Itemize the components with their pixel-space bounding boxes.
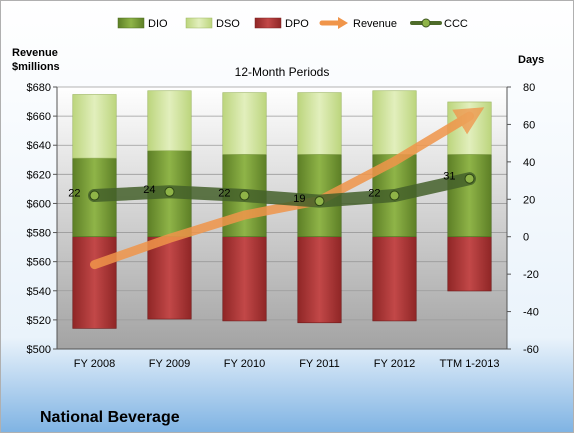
x-tick-label: TTM 1-2013 [440, 358, 500, 370]
ccc-layer: 22 24 22 19 22 31 [68, 171, 476, 208]
left-axis-label-line2: $millions [12, 61, 60, 73]
left-tick-label: $540 [27, 286, 51, 298]
bar-dso [372, 90, 417, 155]
x-tick-label: FY 2009 [149, 358, 190, 370]
left-tick-label: $600 [27, 198, 51, 210]
left-axis-label-line1: Revenue [12, 47, 58, 59]
right-tick-label: 40 [523, 157, 535, 169]
ccc-data-label: 19 [293, 193, 305, 205]
legend: DIO DSO DPO Revenue CCC [117, 17, 468, 30]
legend-item-dio: DIO [117, 17, 168, 30]
x-tick-label: FY 2008 [74, 358, 115, 370]
left-tick-label: $680 [27, 82, 51, 94]
left-tick-label: $580 [27, 228, 51, 240]
right-tick-label: 60 [523, 119, 535, 131]
bar-dso [72, 94, 117, 159]
ccc-data-label: 22 [218, 188, 230, 200]
revenue-line [90, 107, 485, 270]
right-tick-label: 0 [523, 232, 529, 244]
legend-swatch-dio [117, 17, 145, 29]
ccc-point [464, 173, 475, 184]
legend-label-dpo: DPO [285, 18, 309, 30]
ccc-data-label: 22 [368, 188, 380, 200]
left-tick-label: $640 [27, 140, 51, 152]
bar-dso [147, 90, 192, 151]
revenue-layer [90, 107, 485, 270]
legend-item-dpo: DPO [254, 17, 309, 30]
x-tick-label: FY 2010 [224, 358, 265, 370]
x-axis: FY 2008 FY 2009 FY 2010 FY 2011 FY 2012 TTM 1… [57, 348, 507, 370]
bar-dpo [147, 236, 192, 320]
ccc-point [239, 190, 250, 201]
right-tick-label: 20 [523, 194, 535, 206]
ccc-point [314, 196, 325, 207]
company-name: National Beverage [40, 409, 180, 426]
right-tick-label: -20 [523, 269, 539, 281]
bar-dpo [297, 236, 342, 324]
chart-title: 12-Month Periods [235, 65, 330, 79]
gridlines [57, 86, 507, 321]
ccc-data-label: 31 [443, 171, 455, 183]
x-tick-label: FY 2012 [374, 358, 415, 370]
legend-label-ccc: CCC [444, 18, 468, 30]
plot-area [57, 87, 507, 349]
legend-label-revenue: Revenue [353, 18, 397, 30]
bar-dpo [72, 236, 117, 329]
right-axis: -60 -40 -20 0 20 40 60 80 [506, 82, 539, 356]
left-axis: $500 $520 $540 $560 $580 $600 $620 $640 $660 $680 [27, 82, 58, 356]
bar-dio [447, 154, 492, 238]
legend-label-dso: DSO [216, 18, 240, 30]
bar-dso [222, 92, 267, 155]
legend-arrow-head-icon [338, 17, 348, 29]
left-tick-label: $660 [27, 111, 51, 123]
left-tick-label: $500 [27, 344, 51, 356]
legend-item-ccc: CCC [410, 18, 468, 30]
bar-dpo [447, 236, 492, 292]
legend-swatch-dso [185, 17, 213, 29]
x-tick-label: FY 2011 [299, 358, 340, 370]
right-tick-label: 80 [523, 82, 535, 94]
ccc-line [88, 172, 476, 208]
right-tick-label: -40 [523, 307, 539, 319]
legend-swatch-dpo [254, 17, 282, 29]
left-tick-label: $520 [27, 315, 51, 327]
bar-dpo [222, 236, 267, 322]
right-tick-label: -60 [523, 344, 539, 356]
legend-label-dio: DIO [148, 18, 168, 30]
legend-item-dso: DSO [185, 17, 240, 30]
ccc-point [164, 186, 175, 197]
right-axis-label: Days [518, 54, 544, 66]
left-tick-label: $620 [27, 169, 51, 181]
ccc-data-label: 22 [68, 188, 80, 200]
legend-marker-ccc [421, 18, 431, 28]
ccc-point [89, 190, 100, 201]
legend-item-revenue: Revenue [319, 17, 397, 30]
bar-dpo [372, 236, 417, 322]
left-tick-label: $560 [27, 257, 51, 269]
ccc-data-label: 24 [143, 184, 155, 196]
bar-dso [297, 92, 342, 155]
ccc-point [389, 190, 400, 201]
